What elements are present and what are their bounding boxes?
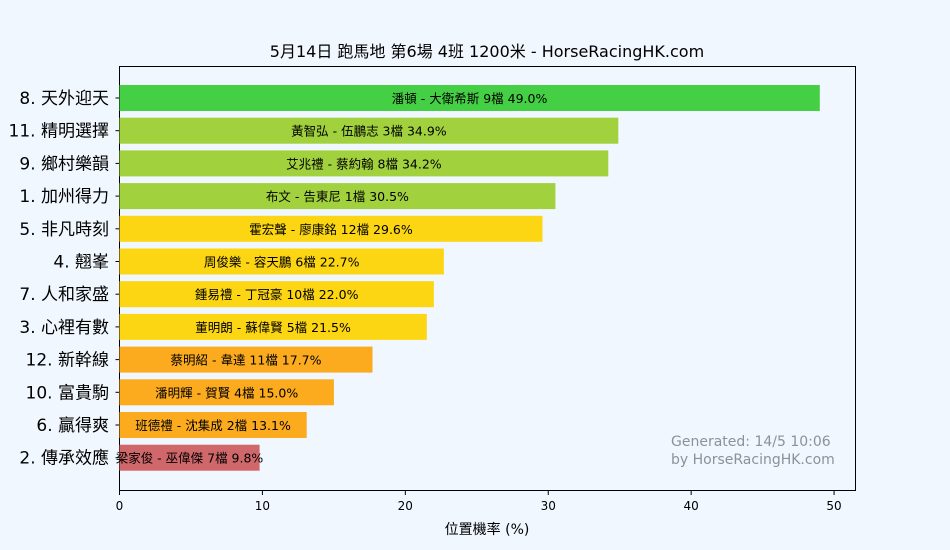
category-label-4: 1. 加州得力 — [19, 187, 109, 207]
bar-11 — [119, 412, 307, 438]
bar-9 — [119, 346, 373, 373]
x-tick-label-4: 40 — [684, 499, 699, 513]
bar-label-2: 黃智弘 - 伍鵬志 3檔 34.9% — [291, 124, 447, 139]
bar-label-4: 布文 - 告東尼 1檔 30.5% — [266, 189, 409, 204]
bar-6 — [119, 248, 444, 275]
bars-group: 潘頓 - 大衛希斯 9檔 49.0% 黃智弘 - 伍鵬志 3檔 34.9% 艾兆禮 … — [116, 85, 820, 471]
bar-label-9: 蔡明紹 - 韋達 11檔 17.7% — [170, 353, 321, 368]
x-axis: 0 10 20 30 40 50 — [116, 490, 842, 513]
x-tick-label-0: 0 — [116, 499, 124, 513]
bar-label-8: 董明朗 - 蘇偉賢 5檔 21.5% — [195, 320, 351, 335]
category-label-6: 4. 翹峯 — [53, 253, 109, 273]
x-tick-label-1: 10 — [255, 499, 270, 513]
category-label-8: 3. 心裡有數 — [19, 318, 109, 338]
bar-3 — [119, 150, 609, 177]
category-label-5: 5. 非凡時刻 — [19, 220, 109, 240]
bar-2 — [119, 117, 619, 144]
category-label-3: 9. 鄉村樂韻 — [19, 154, 109, 174]
x-tick-label-5: 50 — [826, 499, 841, 513]
category-label-7: 7. 人和家盛 — [19, 285, 109, 305]
category-labels: 8. 天外迎天 11. 精明選擇 9. 鄉村樂韻 1. 加州得力 5. 非凡時刻 4. 翹… — [9, 89, 120, 469]
bar-1 — [119, 85, 820, 111]
bar-label-7: 鍾易禮 - 丁冠豪 10檔 22.0% — [195, 287, 359, 302]
chart-title: 5月14日 跑馬地 第6場 4班 1200米 - HorseRacingHK.c… — [270, 42, 704, 61]
category-label-12: 2. 傳承效應 — [19, 448, 109, 469]
x-tick-label-2: 20 — [398, 499, 413, 513]
watermark-site: by HorseRacingHK.com — [671, 452, 835, 468]
bar-label-3: 艾兆禮 - 蔡約翰 8檔 34.2% — [286, 156, 442, 171]
bar-7 — [119, 281, 434, 308]
x-axis-label: 位置機率 (%) — [445, 521, 530, 538]
bar-10 — [119, 379, 334, 406]
category-label-9: 12. 新幹線 — [26, 350, 109, 371]
category-label-11: 6. 贏得爽 — [36, 416, 109, 436]
category-label-10: 10. 富貴駒 — [26, 383, 109, 403]
bar-5 — [119, 215, 543, 242]
watermark-generated: Generated: 14/5 10:06 — [671, 434, 831, 450]
category-label-2: 11. 精明選擇 — [9, 122, 109, 142]
category-label-1: 8. 天外迎天 — [19, 89, 109, 109]
bar-label-10: 潘明輝 - 賀賢 4檔 15.0% — [155, 385, 298, 400]
x-tick-label-3: 30 — [541, 499, 556, 513]
bar-label-1: 潘頓 - 大衛希斯 9檔 49.0% — [392, 91, 548, 106]
bar-label-5: 霍宏聲 - 廖康銘 12檔 29.6% — [249, 222, 413, 237]
bar-4 — [119, 183, 556, 210]
bar-label-6: 周俊樂 - 容天鵬 6檔 22.7% — [204, 255, 360, 270]
bar-label-12: 梁家俊 - 巫偉傑 7檔 9.8% — [116, 451, 264, 466]
bar-label-11: 班德禮 - 沈集成 2檔 13.1% — [135, 418, 291, 433]
bar-8 — [119, 313, 427, 340]
bar-12 — [119, 444, 260, 471]
